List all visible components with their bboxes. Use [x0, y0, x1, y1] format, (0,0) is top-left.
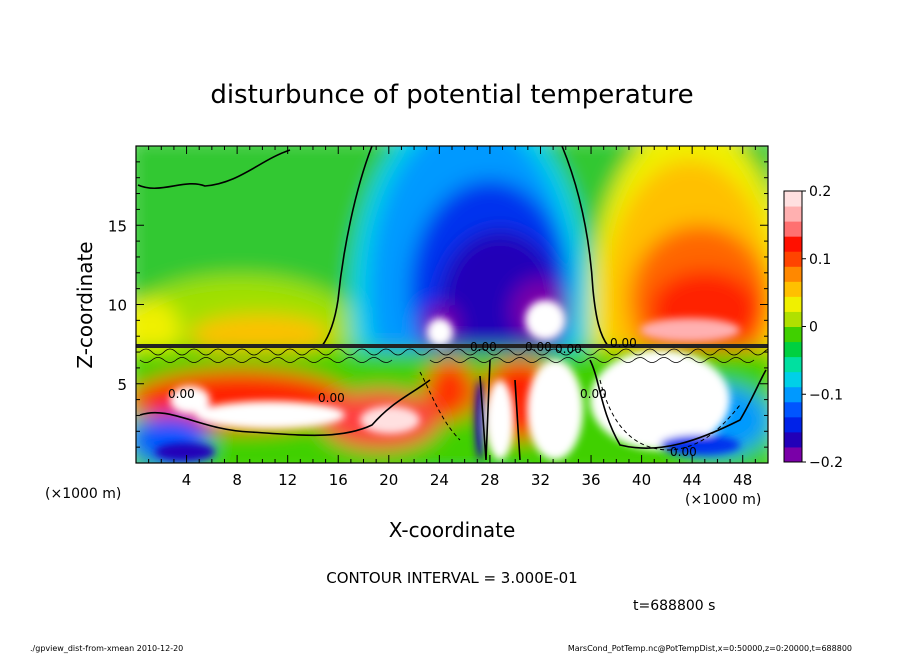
x-tick-label: 20 — [379, 471, 398, 489]
contour-label: 0.00 — [318, 391, 345, 405]
heatmap-field — [136, 146, 768, 463]
footer-script: ./gpview_dist-from-xmean 2010-12-20 — [30, 644, 183, 653]
x-tick-label: 8 — [232, 471, 242, 489]
x-axis-label: X-coordinate — [389, 518, 516, 542]
colorbar-tick-label: 0.1 — [809, 252, 831, 268]
x-unit-left: (×1000 m) — [45, 486, 121, 502]
contour-label: 0.00 — [610, 336, 637, 350]
x-tick-label: 40 — [632, 471, 651, 489]
colorbar-tick-label: 0.2 — [809, 184, 831, 200]
x-unit-right: (×1000 m) — [685, 492, 761, 508]
x-tick-label: 16 — [329, 471, 348, 489]
colorbar-swatch — [784, 431, 802, 448]
colorbar-swatch — [784, 326, 802, 343]
x-tick-label: 24 — [430, 471, 449, 489]
colorbar-swatch — [784, 296, 802, 312]
x-tick-label: 12 — [278, 471, 297, 489]
x-tick-label: 44 — [683, 471, 702, 489]
colorbar-swatch — [784, 251, 802, 267]
y-axis: 5 10 15 — [108, 161, 768, 448]
colorbar-swatch — [784, 341, 802, 358]
colorbar-swatch — [784, 206, 802, 222]
x-tick-label: 36 — [581, 471, 600, 489]
colorbar: 0.2 0.1 0 −0.1 −0.2 — [783, 184, 843, 471]
colorbar-swatch — [784, 311, 802, 327]
x-axis: 4 8 12 16 20 24 28 32 36 40 44 48 — [148, 146, 756, 489]
x-tick-label: 48 — [733, 471, 752, 489]
y-tick-label: 15 — [108, 217, 127, 235]
contour-label: 0.00 — [168, 387, 195, 401]
footer-source: MarsCond_PotTemp.nc@PotTempDist,x=0:5000… — [568, 644, 852, 653]
chart-title: disturbunce of potential temperature — [210, 80, 693, 110]
colorbar-swatch — [784, 401, 802, 418]
contour-interval: CONTOUR INTERVAL = 3.000E-01 — [326, 569, 577, 587]
colorbar-swatch — [784, 281, 802, 297]
colorbar-swatch — [784, 191, 802, 207]
contour-label: 0.00 — [525, 340, 552, 354]
colorbar-tick-label: 0 — [809, 320, 818, 336]
y-tick-label: 10 — [108, 297, 127, 315]
y-tick-label: 5 — [117, 376, 127, 394]
y-axis-label: Z-coordinate — [73, 241, 97, 368]
colorbar-swatch — [784, 386, 802, 403]
time-label: t=688800 s — [633, 598, 715, 614]
colorbar-swatch — [784, 221, 802, 237]
colorbar-swatch — [784, 236, 802, 252]
colorbar-tick-label: −0.2 — [809, 455, 843, 471]
contour-label: 0.00 — [555, 342, 582, 356]
x-tick-label: 28 — [480, 471, 499, 489]
colorbar-swatch — [784, 356, 802, 373]
contour-label: 0.00 — [580, 387, 607, 401]
contour-labels: 0.00 0.00 0.00 0.00 0.00 0.00 0.00 0.00 — [168, 336, 697, 459]
x-tick-label: 4 — [182, 471, 192, 489]
colorbar-swatch — [784, 446, 802, 463]
colorbar-tick-label: −0.1 — [809, 387, 843, 403]
contour-label: 0.00 — [670, 445, 697, 459]
contour-label: 0.00 — [470, 340, 497, 354]
x-tick-label: 32 — [531, 471, 550, 489]
colorbar-swatch — [784, 266, 802, 282]
colorbar-swatch — [784, 371, 802, 388]
colorbar-swatch — [784, 416, 802, 433]
